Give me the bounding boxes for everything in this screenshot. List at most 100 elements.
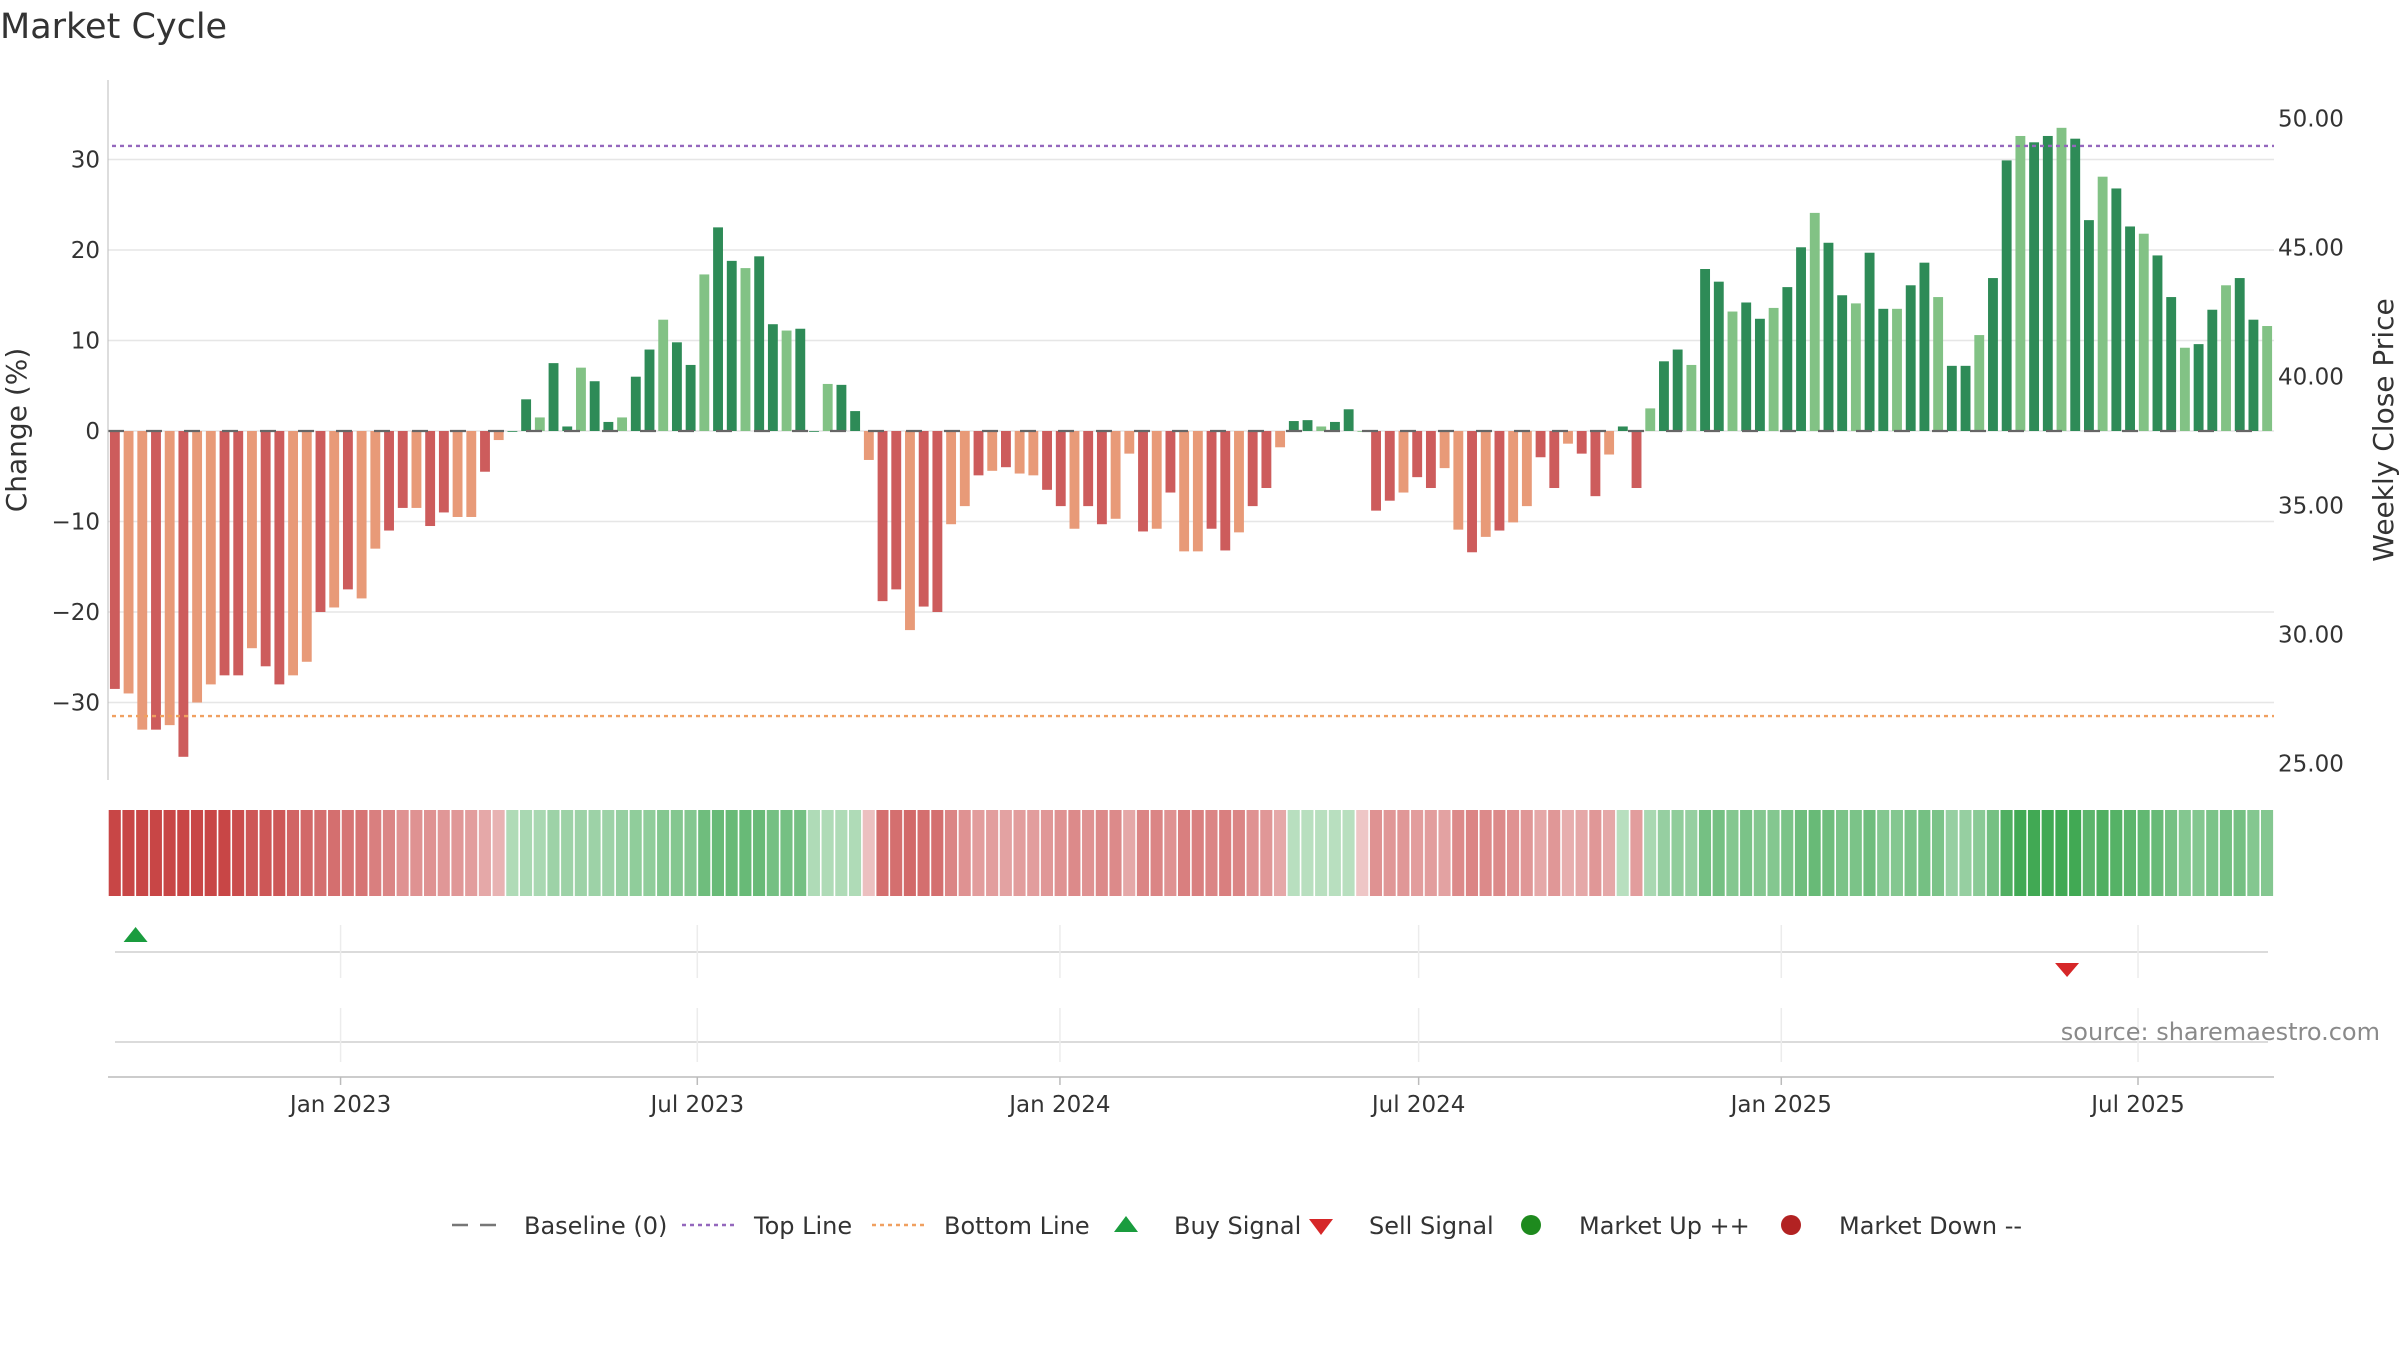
left-tick-label: −10	[51, 510, 100, 536]
strip-cell	[2110, 810, 2123, 896]
change-bar	[2001, 160, 2012, 431]
change-bar	[301, 431, 312, 662]
change-bar	[205, 431, 216, 685]
strip-cell	[1493, 810, 1506, 896]
change-bar	[809, 431, 819, 432]
strip-cell	[1685, 810, 1698, 896]
change-bar	[288, 431, 298, 676]
change-bar	[1576, 431, 1587, 454]
change-bar	[2193, 344, 2204, 431]
right-tick-label: 35.00	[2278, 494, 2344, 520]
change-bar	[2042, 135, 2053, 431]
strip-cell	[1452, 810, 1465, 896]
strip-cell	[1561, 810, 1574, 896]
legend-label: Buy Signal	[1174, 1212, 1301, 1240]
change-bar	[260, 431, 271, 667]
strip-cell	[300, 810, 313, 896]
left-tick-label: 10	[71, 329, 100, 355]
change-bar	[1371, 431, 1381, 511]
strip-cell	[999, 810, 1012, 896]
strip-cell	[615, 810, 629, 896]
change-bar	[480, 431, 490, 472]
change-bar	[699, 274, 710, 431]
change-bar	[562, 426, 573, 431]
sell-signal-marker	[2055, 963, 2080, 977]
strip-cell	[396, 810, 409, 896]
change-bar	[384, 431, 394, 531]
strip-cell	[1589, 810, 1602, 896]
legend-buy-icon	[1114, 1216, 1138, 1232]
change-bar	[1302, 420, 1313, 431]
change-bar	[2111, 188, 2122, 431]
left-axis-title: Change (%)	[0, 348, 33, 513]
strip-cell	[341, 810, 354, 896]
change-bar	[1261, 431, 1272, 489]
strip-cell	[1027, 810, 1040, 896]
strip-cell	[958, 810, 971, 896]
change-bar	[1014, 431, 1025, 474]
change-bar	[123, 431, 134, 694]
change-bar	[109, 431, 120, 689]
strip-cell	[753, 810, 766, 896]
strip-cell	[1438, 810, 1451, 896]
change-bar	[1617, 426, 1628, 431]
change-bar	[1247, 431, 1258, 507]
change-bar	[1700, 269, 1711, 431]
strip-cell	[437, 810, 450, 896]
legend-label: Market Down --	[1839, 1212, 2022, 1240]
change-bar	[891, 431, 902, 590]
change-bar	[850, 411, 861, 431]
right-tick-label: 40.00	[2278, 365, 2344, 391]
change-bar	[233, 431, 244, 676]
legend-label: Market Up ++	[1579, 1212, 1750, 1240]
strip-cell	[245, 810, 258, 896]
strip-cell	[204, 810, 217, 896]
strip-cell	[451, 810, 464, 896]
change-bar	[630, 376, 641, 431]
change-bar	[658, 319, 669, 431]
strip-cell	[492, 810, 505, 896]
change-bar	[151, 431, 161, 730]
strip-cell	[602, 810, 615, 896]
change-bar	[1933, 297, 1944, 431]
change-bar	[192, 431, 203, 703]
change-bar	[1151, 431, 1162, 529]
change-bar	[822, 383, 833, 431]
change-bar	[2179, 347, 2190, 431]
change-bar	[1837, 295, 1848, 431]
left-tick-label: 30	[71, 148, 100, 174]
change-bar	[905, 431, 915, 631]
strip-cell	[1273, 810, 1287, 896]
change-bar	[1713, 281, 1724, 431]
strip-cell	[1849, 810, 1862, 896]
change-bar	[1809, 212, 1820, 431]
strip-cell	[369, 810, 382, 896]
x-tick-label: Jul 2025	[2089, 1092, 2185, 1118]
strip-cell	[328, 810, 341, 896]
change-bar	[1467, 431, 1477, 553]
legend-label: Top Line	[753, 1212, 852, 1240]
legend-label: Baseline (0)	[524, 1212, 667, 1240]
strip-cell	[122, 810, 135, 896]
strip-cell	[177, 810, 190, 896]
strip-cell	[835, 810, 848, 896]
strip-cell	[725, 810, 738, 896]
strip-cell	[2206, 810, 2219, 896]
strip-cell	[561, 810, 574, 896]
strip-cell	[1877, 810, 1890, 896]
strip-cell	[986, 810, 999, 896]
buy-signal-marker	[123, 927, 148, 942]
strip-cell	[588, 810, 601, 896]
strip-cell	[1383, 810, 1396, 896]
strip-cell	[519, 810, 533, 896]
change-bar	[2084, 220, 2094, 431]
strip-cell	[533, 810, 546, 896]
strip-cell	[643, 810, 656, 896]
legend-label: Sell Signal	[1369, 1212, 1494, 1240]
strip-cell	[1369, 810, 1383, 896]
change-bar	[1165, 431, 1176, 493]
strip-cell	[1959, 810, 1972, 896]
strip-cell	[232, 810, 245, 896]
right-tick-label: 50.00	[2278, 107, 2344, 133]
strip-cell	[972, 810, 985, 896]
